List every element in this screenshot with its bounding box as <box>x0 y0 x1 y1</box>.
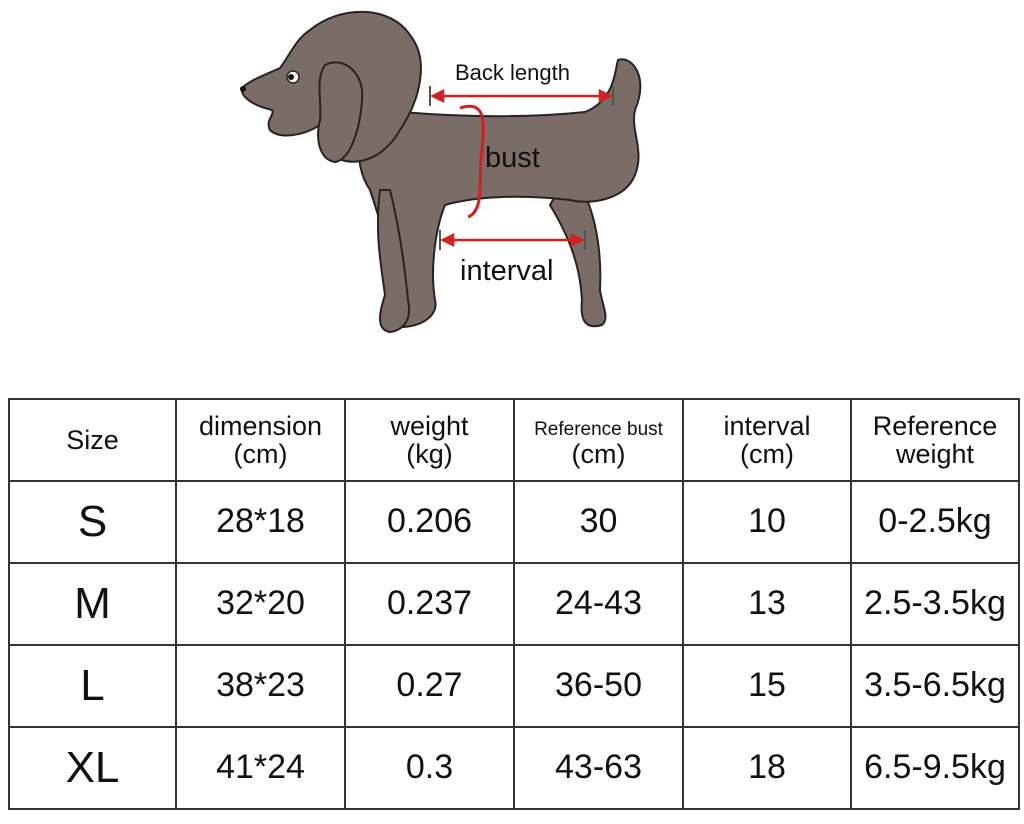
table-row: M 32*20 0.237 24-43 13 2.5-3.5kg <box>8 562 1020 646</box>
header-reference-weight: Reference weight <box>850 398 1020 482</box>
reference-weight-cell: 3.5-6.5kg <box>850 644 1020 728</box>
dog-back-leg <box>548 168 607 328</box>
dimension-cell: 28*18 <box>175 480 346 564</box>
bust-cell: 30 <box>513 480 684 564</box>
weight-cell: 0.206 <box>344 480 515 564</box>
back-length-arrow <box>430 88 613 104</box>
back-length-label: Back length <box>455 60 570 85</box>
size-cell: L <box>8 644 177 728</box>
bust-cell: 43-63 <box>513 726 684 810</box>
size-cell: S <box>8 480 177 564</box>
interval-cell: 10 <box>682 480 852 564</box>
bust-cell: 24-43 <box>513 562 684 646</box>
dimension-cell: 41*24 <box>175 726 346 810</box>
dog-ear <box>317 61 364 164</box>
bust-arrow <box>459 104 485 219</box>
header-weight: weight (kg) <box>344 398 515 482</box>
header-interval: interval (cm) <box>682 398 852 482</box>
interval-cell: 13 <box>682 562 852 646</box>
reference-weight-cell: 0-2.5kg <box>850 480 1020 564</box>
dog-measurement-illustration <box>240 10 642 334</box>
header-reference-bust: Reference bust (cm) <box>513 398 684 482</box>
interval-cell: 15 <box>682 644 852 728</box>
table-row: L 38*23 0.27 36-50 15 3.5-6.5kg <box>8 644 1020 728</box>
bust-cell: 36-50 <box>513 644 684 728</box>
header-dimension: dimension (cm) <box>175 398 346 482</box>
interval-arrow <box>440 232 585 248</box>
dimension-cell: 32*20 <box>175 562 346 646</box>
dog-nose <box>240 86 246 92</box>
weight-cell: 0.27 <box>344 644 515 728</box>
size-cell: XL <box>8 726 177 810</box>
interval-cell: 18 <box>682 726 852 810</box>
bust-label: bust <box>485 142 540 174</box>
dimension-cell: 38*23 <box>175 644 346 728</box>
size-cell: M <box>8 562 177 646</box>
header-size: Size <box>8 398 177 482</box>
reference-weight-cell: 6.5-9.5kg <box>850 726 1020 810</box>
size-chart-table: Size dimension (cm) weight (kg) Reference … <box>8 398 1020 810</box>
interval-label: interval <box>460 255 554 287</box>
dog-front-leg <box>376 189 410 334</box>
table-row: S 28*18 0.206 30 10 0-2.5kg <box>8 480 1020 564</box>
weight-cell: 0.3 <box>344 726 515 810</box>
reference-weight-cell: 2.5-3.5kg <box>850 562 1020 646</box>
table-header-row: Size dimension (cm) weight (kg) Reference … <box>8 398 1020 482</box>
weight-cell: 0.237 <box>344 562 515 646</box>
table-row: XL 41*24 0.3 43-63 18 6.5-9.5kg <box>8 726 1020 810</box>
